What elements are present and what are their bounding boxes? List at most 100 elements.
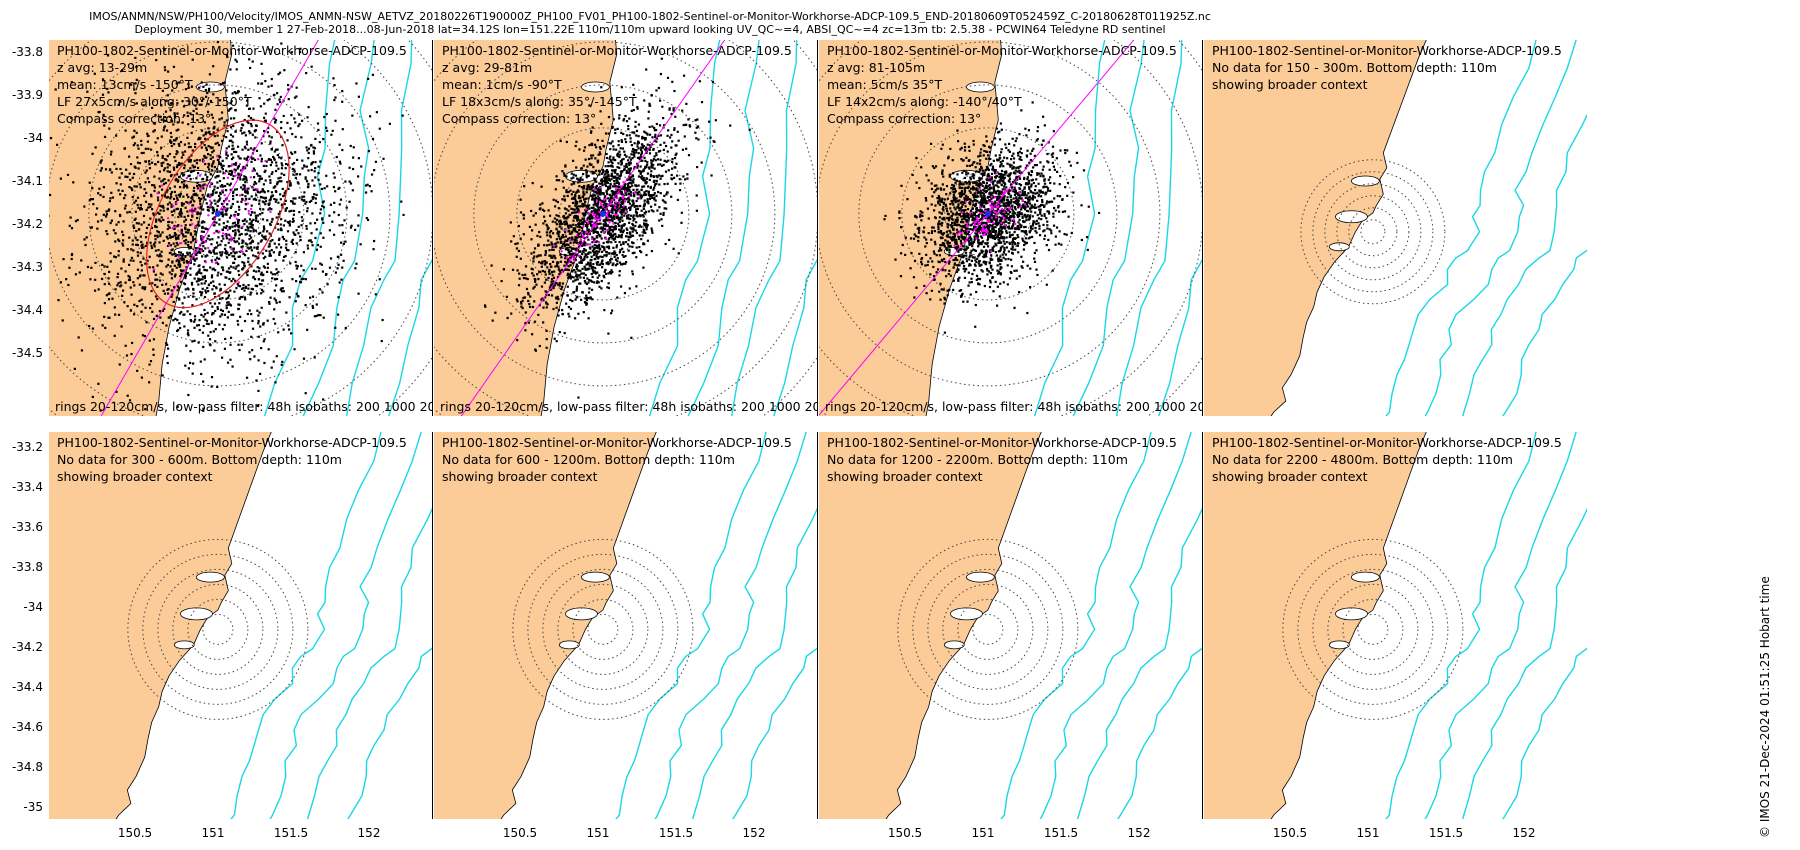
scatter-point: [246, 225, 249, 228]
scatter-point: [188, 100, 191, 103]
lowpass-point: [237, 281, 241, 284]
scatter-point: [155, 314, 158, 318]
scatter-point: [563, 220, 566, 223]
scatter-point: [260, 306, 263, 309]
scatter-point: [123, 197, 126, 200]
scatter-point: [635, 188, 638, 191]
scatter-point: [195, 107, 198, 110]
scatter-point: [319, 160, 322, 163]
scatter-point: [158, 185, 161, 188]
lowpass-point: [208, 199, 212, 202]
scatter-point: [152, 270, 156, 273]
scatter-point: [548, 231, 551, 234]
scatter-point: [130, 341, 134, 345]
scatter-point: [484, 305, 487, 308]
scatter-point: [574, 227, 577, 230]
scatter-point: [538, 261, 541, 264]
scatter-point: [297, 232, 300, 235]
scatter-point: [313, 315, 316, 318]
scatter-point: [636, 197, 639, 200]
scatter-point: [214, 246, 218, 249]
scatter-point: [232, 266, 235, 269]
scatter-point: [605, 152, 608, 156]
scatter-point: [593, 253, 596, 256]
scatter-point: [212, 330, 215, 333]
scatter-point: [608, 259, 612, 262]
scatter-point: [596, 247, 600, 250]
scatter-point: [559, 220, 563, 224]
scatter-point: [279, 198, 282, 201]
scatter-point: [563, 253, 567, 257]
scatter-point: [248, 222, 251, 225]
scatter-point: [650, 229, 654, 232]
scatter-point: [216, 307, 219, 311]
scatter-point: [306, 244, 309, 247]
scatter-point: [623, 185, 626, 188]
scatter-point: [561, 222, 564, 225]
scatter-point: [190, 170, 193, 174]
scatter-point: [244, 298, 247, 301]
scatter-point: [256, 247, 259, 251]
scatter-point: [128, 236, 131, 239]
scatter-point: [109, 260, 112, 263]
scatter-point: [186, 251, 189, 254]
scatter-point: [609, 197, 612, 201]
scatter-point: [196, 181, 199, 184]
scatter-point: [636, 191, 640, 194]
scatter-point: [290, 240, 293, 244]
scatter-point: [142, 246, 145, 249]
scatter-point: [298, 113, 301, 116]
lowpass-point: [628, 195, 631, 198]
scatter-point: [118, 213, 122, 217]
scatter-point: [173, 156, 176, 159]
scatter-point: [298, 173, 302, 176]
scatter-point: [230, 252, 233, 255]
scatter-point: [632, 219, 635, 222]
scatter-point: [216, 186, 219, 189]
scatter-point: [187, 123, 190, 126]
scatter-point: [230, 100, 233, 103]
scatter-point: [635, 214, 638, 217]
scatter-point: [231, 141, 234, 144]
scatter-point: [625, 193, 628, 196]
scatter-point: [214, 52, 218, 55]
scatter-point: [175, 129, 178, 132]
scatter-point: [583, 213, 587, 217]
scatter-point: [655, 137, 659, 140]
scatter-point: [235, 265, 238, 268]
scatter-point: [573, 197, 576, 200]
scatter-point: [591, 197, 595, 200]
scatter-point: [148, 381, 151, 384]
scatter-point: [175, 137, 178, 140]
scatter-point: [599, 255, 602, 258]
scatter-point: [195, 272, 199, 275]
scatter-point: [557, 309, 561, 312]
scatter-point: [85, 236, 88, 239]
scatter-point: [239, 186, 243, 189]
scatter-point: [305, 146, 308, 149]
scatter-point: [670, 195, 673, 198]
scatter-point: [225, 224, 228, 228]
scatter-point: [216, 128, 219, 131]
scatter-point: [87, 324, 91, 328]
scatter-point: [622, 119, 625, 122]
scatter-point: [542, 215, 546, 218]
scatter-point: [233, 221, 237, 224]
scatter-point: [576, 225, 579, 228]
scatter-point: [319, 208, 322, 211]
scatter-point: [247, 287, 250, 290]
scatter-point: [212, 131, 215, 134]
scatter-point: [570, 249, 573, 253]
scatter-point: [135, 78, 138, 82]
scatter-point: [647, 117, 650, 120]
scatter-point: [150, 289, 153, 293]
scatter-point: [102, 195, 105, 199]
scatter-point: [261, 188, 264, 191]
lowpass-point: [604, 197, 608, 200]
scatter-point: [107, 282, 111, 285]
scatter-point: [631, 131, 634, 134]
scatter-point: [121, 69, 124, 72]
scatter-point: [138, 183, 141, 186]
scatter-point: [555, 340, 558, 343]
scatter-point: [351, 114, 354, 117]
